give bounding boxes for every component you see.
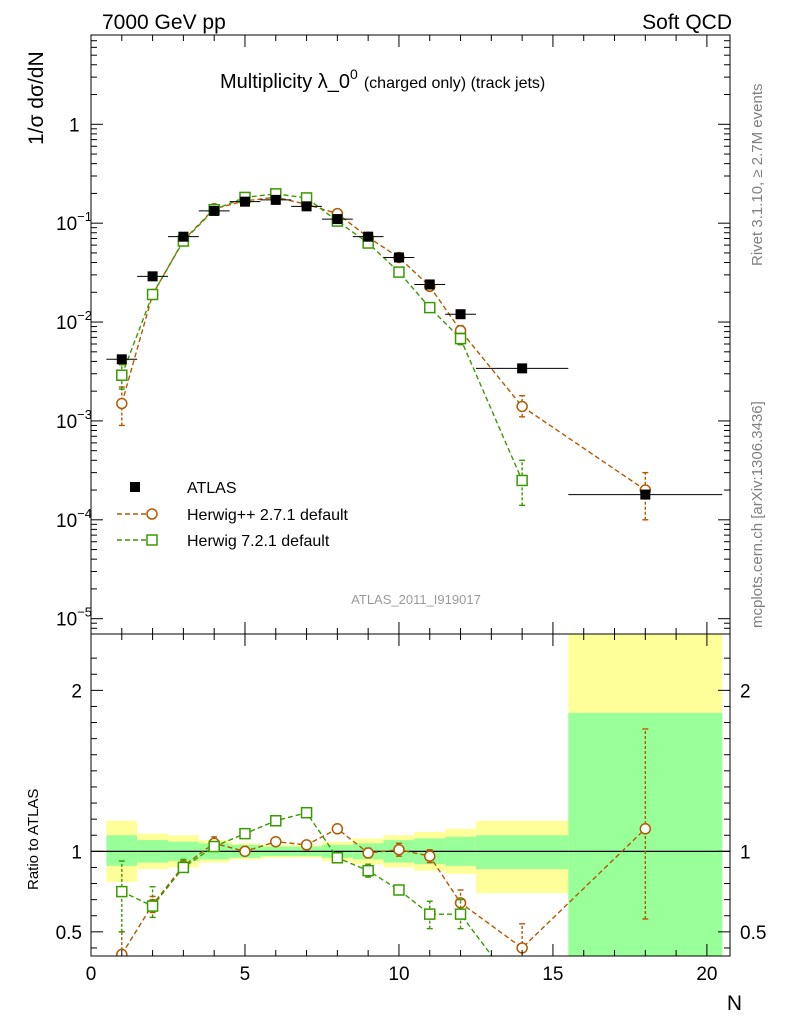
- ratio-herwig7-point: [362, 864, 374, 877]
- atlas-point: [393, 252, 404, 263]
- ratio-herwig7-point: [331, 852, 344, 864]
- ratio-herwigpp-point: [270, 835, 282, 848]
- ratio-herwig7-point: [517, 991, 527, 1001]
- y-tick-label: 10−1: [56, 209, 92, 235]
- legend-herwigpp-marker: [146, 508, 158, 520]
- atlas-point: [209, 205, 220, 216]
- legend-entry-label: Herwig++ 2.7.1 default: [187, 507, 349, 524]
- legend: ATLAS Herwig++ 2.7.1 default Herwig 7.2.1 …: [117, 480, 349, 550]
- herwigpp-line: [121, 196, 646, 491]
- herwig7-point: [454, 332, 467, 345]
- legend-atlas-marker: [130, 482, 140, 492]
- ratio-herwig7-point: [270, 815, 282, 827]
- bottom-ylabel: Ratio to ATLAS: [25, 789, 42, 890]
- ratio-panel: 0 5 10 15 20 0.5 0.5 1 1 2 2: [56, 633, 766, 1001]
- ratio-y-tick-label-right: 1: [740, 842, 751, 863]
- atlas-point: [640, 489, 651, 500]
- energy-label: 7000 GeV pp: [102, 11, 226, 34]
- ratio-y-tick-label: 2: [71, 681, 82, 702]
- herwig7-point: [116, 369, 128, 381]
- plot-title: Multiplicity λ_00(charged only) (track j…: [220, 66, 545, 93]
- ratio-herwig7-point: [116, 885, 128, 898]
- herwig7-point: [146, 288, 159, 301]
- atlas-point: [239, 196, 250, 207]
- rivet-label: Rivet 3.1.10, ≥ 2.7M events: [749, 84, 766, 267]
- ratio-herwig7-point: [454, 908, 467, 920]
- ratio-herwigpp-point: [239, 845, 251, 858]
- herwig7-point: [393, 266, 405, 278]
- x-tick-label: 0: [86, 964, 97, 985]
- herwigpp-point: [116, 397, 128, 410]
- top-ylabel: 1/σ dσ/dN: [25, 51, 48, 145]
- ratio-herwigpp-point: [423, 850, 436, 862]
- ratio-y-tick-label-right: 2: [740, 681, 751, 702]
- atlas-point: [332, 214, 343, 225]
- ratio-herwig7-series: [116, 806, 527, 1001]
- atlas-point: [455, 309, 466, 320]
- y-tick-label: 10−2: [56, 308, 92, 334]
- atlas-point: [270, 194, 281, 205]
- ratio-herwig7-point: [208, 840, 220, 853]
- category-label: Soft QCD: [642, 11, 732, 34]
- ratio-herwig7-point: [146, 900, 159, 912]
- herwig7-point: [423, 301, 436, 314]
- ratio-herwigpp-point: [393, 843, 405, 856]
- ratio-herwig7-point: [177, 861, 190, 874]
- bottom-xlabel: N: [727, 992, 742, 1015]
- legend-entry-label: Herwig 7.2.1 default: [187, 533, 330, 550]
- atlas-series: [106, 194, 723, 500]
- atlas-point: [116, 354, 127, 365]
- ratio-herwigpp-point: [331, 823, 344, 835]
- herwig7-point: [516, 474, 528, 487]
- y-tick-label: 10−3: [56, 407, 92, 433]
- y-tick-label: 10−4: [56, 506, 92, 532]
- ratio-herwig7-point: [300, 806, 313, 819]
- bottom-frame: [90, 633, 731, 957]
- atlas-point: [424, 279, 435, 290]
- herwigpp-series: [116, 191, 652, 521]
- uncertainty-band-inner: [475, 835, 569, 870]
- ratio-herwig7-point: [393, 884, 405, 896]
- atlas-point: [178, 231, 189, 242]
- atlas-point: [363, 231, 374, 242]
- legend-herwig7-marker: [146, 534, 158, 546]
- ratio-y-tick-label-right: 0.5: [740, 923, 766, 944]
- x-tick-label: 15: [542, 964, 563, 985]
- y-tick-label: 1: [69, 115, 80, 136]
- ratio-herwigpp-point: [639, 823, 652, 835]
- mcplots-label: mcplots.cern.ch [arXiv:1306.3436]: [749, 401, 766, 628]
- ratio-herwigpp-point: [362, 847, 374, 859]
- atlas-point: [147, 271, 158, 282]
- x-tick-label: 20: [696, 964, 717, 985]
- analysis-watermark: ATLAS_2011_I919017: [351, 592, 481, 607]
- x-tick-label: 10: [388, 964, 409, 985]
- ratio-herwig7-point: [239, 827, 251, 840]
- atlas-point: [301, 201, 312, 212]
- ratio-herwigpp-point: [300, 839, 313, 851]
- legend-entry-label: ATLAS: [187, 480, 237, 497]
- ratio-y-tick-label: 0.5: [56, 923, 82, 944]
- ratio-herwig7-point: [423, 908, 436, 920]
- distribution-panel: 10−5 10−4 10−3 10−2 10−1 1 Multiplicity λ_00(…: [56, 34, 731, 635]
- herwigpp-point: [516, 400, 528, 413]
- x-tick-label: 5: [240, 964, 251, 985]
- ratio-y-tick-label: 1: [71, 842, 82, 863]
- y-tick-label: 10−5: [56, 605, 92, 631]
- atlas-point: [517, 363, 528, 374]
